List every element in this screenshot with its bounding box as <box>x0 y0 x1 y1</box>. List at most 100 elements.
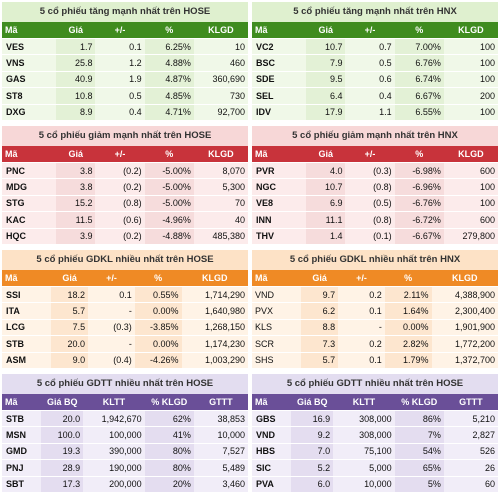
avg-price-cell: 17.3 <box>41 475 84 492</box>
volume-cell: 100 <box>443 194 498 212</box>
table-row: GMD 19.3 390,000 80% 7,527 <box>2 442 248 460</box>
price-cell: 6.2 <box>301 302 339 320</box>
table-row: GBS 16.9 308,000 86% 5,210 <box>252 409 498 427</box>
table-row: SEL 6.4 0.4 6.67% 200 <box>252 87 498 105</box>
col-header: KLGD <box>181 270 248 287</box>
panel-title: 5 cổ phiếu tăng mạnh nhất trên HOSE <box>2 2 248 22</box>
percent-cell: 0.55% <box>134 285 182 303</box>
col-header: KLGD <box>193 146 248 163</box>
table-row: DXG 8.9 0.4 4.71% 92,700 <box>2 103 248 120</box>
table-row: ST8 10.8 0.5 4.85% 730 <box>2 87 248 105</box>
ticker-cell: PNJ <box>2 459 42 477</box>
ticker-cell: PNC <box>2 161 57 179</box>
table-row: VES 1.7 0.1 6.25% 10 <box>2 37 248 55</box>
ticker-cell: GAS <box>2 70 57 88</box>
gainers-hnx-table: Mã Giá +/- % KLGD VC2 10.7 0.7 7.00% 100 BSC… <box>252 22 498 120</box>
avg-price-cell: 9.2 <box>291 426 334 444</box>
percent-cell: 1.79% <box>384 351 432 368</box>
volume-cell: 1,372,700 <box>431 351 498 368</box>
price-cell: 15.2 <box>56 194 96 212</box>
price-cell: 9.7 <box>301 285 339 303</box>
table-row: SDE 9.5 0.6 6.74% 100 <box>252 70 498 88</box>
block-volume-cell: 1,942,670 <box>83 409 145 427</box>
price-cell: 6.9 <box>306 194 346 212</box>
volume-cell: 70 <box>193 194 248 212</box>
percent-cell: 80% <box>144 459 194 477</box>
table-row: LCG 7.5 (0.3) -3.85% 1,268,150 <box>2 318 248 336</box>
avg-price-cell: 7.0 <box>291 442 334 460</box>
ticker-cell: HQC <box>2 227 57 244</box>
block-value-cell: 526 <box>443 442 498 460</box>
table-row: STG 15.2 (0.8) -5.00% 70 <box>2 194 248 212</box>
change-cell: (0.3) <box>345 161 395 179</box>
price-cell: 1.4 <box>306 227 346 244</box>
table-row: VE8 6.9 (0.5) -6.76% 100 <box>252 194 498 212</box>
table-row: BSC 7.9 0.5 6.76% 100 <box>252 54 498 72</box>
col-header: GTTT <box>443 394 498 411</box>
ticker-cell: GBS <box>252 409 292 427</box>
volume-cell: 1,714,290 <box>181 285 248 303</box>
price-cell: 9.5 <box>306 70 346 88</box>
col-header: +/- <box>345 22 395 39</box>
block-value-cell: 38,853 <box>193 409 248 427</box>
col-header: Giá <box>56 146 96 163</box>
percent-cell: 4.88% <box>144 54 194 72</box>
block-value-cell: 3,460 <box>193 475 248 492</box>
volume-cell: 730 <box>193 87 248 105</box>
percent-cell: -6.72% <box>394 211 444 229</box>
percent-cell: 6.74% <box>394 70 444 88</box>
percent-cell: 7% <box>394 426 444 444</box>
volume-cell: 1,174,230 <box>181 335 248 353</box>
volume-cell: 600 <box>443 211 498 229</box>
avg-price-cell: 19.3 <box>41 442 84 460</box>
price-cell: 11.1 <box>306 211 346 229</box>
table-row: KLS 8.8-0.00% 1,901,900 <box>252 318 498 336</box>
block-trades-hose-table: Mã Giá BQ KLTT % KLGD GTTT STB 20.0 1,942,… <box>2 394 248 492</box>
table-row: STB 20.0 1,942,670 62% 38,853 <box>2 409 248 427</box>
ticker-cell: VND <box>252 285 302 303</box>
block-volume-cell: 5,000 <box>333 459 395 477</box>
table-row: PVA 6.0 10,000 5% 60 <box>252 475 498 492</box>
col-header: +/- <box>95 22 145 39</box>
col-header: +/- <box>88 270 135 287</box>
percent-cell: -6.76% <box>394 194 444 212</box>
ticker-cell: SBT <box>2 475 42 492</box>
price-cell: 9.0 <box>51 351 89 368</box>
table-row: HQC 3.9 (0.2) -4.88% 485,380 <box>2 227 248 244</box>
price-cell: 5.7 <box>301 351 339 368</box>
table-row: VND 9.7 0.2 2.11% 4,388,900 <box>252 285 498 303</box>
block-volume-cell: 308,000 <box>333 426 395 444</box>
col-header: % <box>394 146 444 163</box>
percent-cell: 2.11% <box>384 285 432 303</box>
ticker-cell: SCR <box>252 335 302 353</box>
block-volume-cell: 390,000 <box>83 442 145 460</box>
change-cell: 0.1 <box>88 285 135 303</box>
table-row: PNJ 28.9 190,000 80% 5,489 <box>2 459 248 477</box>
avg-price-cell: 16.9 <box>291 409 334 427</box>
table-row: KAC 11.5 (0.6) -4.96% 40 <box>2 211 248 229</box>
block-value-cell: 26 <box>443 459 498 477</box>
price-cell: 18.2 <box>51 285 89 303</box>
change-cell: (0.6) <box>95 211 145 229</box>
table-row: SCR 7.3 0.2 2.82% 1,772,200 <box>252 335 498 353</box>
col-header: Giá <box>306 22 346 39</box>
panel-title: 5 cổ phiếu GDTT nhiều nhất trên HOSE <box>2 374 248 394</box>
volume-cell: 600 <box>443 161 498 179</box>
change-cell: (0.2) <box>95 178 145 196</box>
avg-price-cell: 5.2 <box>291 459 334 477</box>
percent-cell: 54% <box>394 442 444 460</box>
percent-cell: 41% <box>144 426 194 444</box>
col-header: % KLGD <box>144 394 194 411</box>
col-header: Giá <box>301 270 339 287</box>
change-cell: 1.2 <box>95 54 145 72</box>
percent-cell: 4.71% <box>144 103 194 120</box>
price-cell: 3.9 <box>56 227 96 244</box>
change-cell: (0.2) <box>95 161 145 179</box>
table-row: SHS 5.7 0.1 1.79% 1,372,700 <box>252 351 498 368</box>
percent-cell: 0.00% <box>134 335 182 353</box>
change-cell: 0.5 <box>345 54 395 72</box>
col-header: KLTT <box>333 394 395 411</box>
ticker-cell: STB <box>2 335 52 353</box>
percent-cell: -5.00% <box>144 194 194 212</box>
volume-cell: 8,070 <box>193 161 248 179</box>
